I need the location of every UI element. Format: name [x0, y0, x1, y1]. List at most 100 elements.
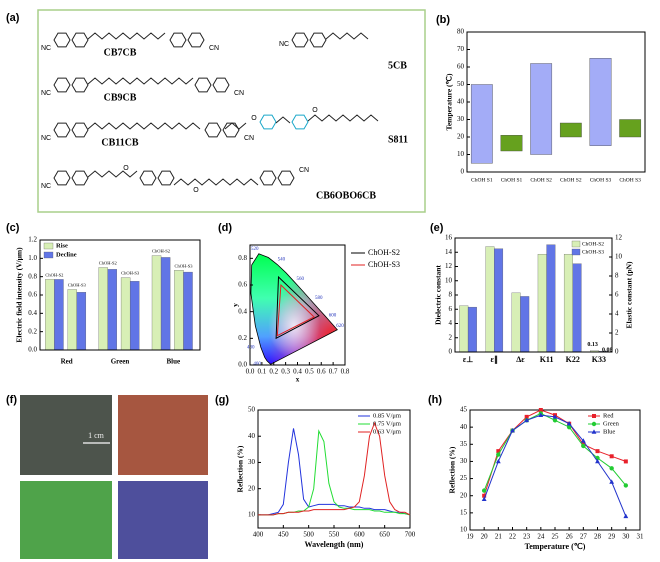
- value-label: 0.13: [587, 342, 598, 348]
- atom-label: O: [251, 115, 257, 122]
- x-tick-label: K33: [592, 355, 606, 364]
- y-tick-label: 35: [460, 440, 468, 448]
- y-tick-label: 0.6: [238, 281, 247, 289]
- gamut-triangle: [275, 275, 320, 340]
- y-tick-label: 20: [457, 133, 465, 141]
- chain: [173, 178, 259, 186]
- wavelength-label: 480: [247, 345, 255, 350]
- ring: [71, 170, 89, 186]
- atom-label: O: [193, 187, 199, 194]
- series-line: [258, 428, 411, 516]
- x-tick-label: Green: [111, 358, 130, 366]
- y2-tick-label: 4: [615, 310, 619, 318]
- y-tick-label: 15: [460, 508, 468, 516]
- x-tick-label: 31: [637, 533, 645, 541]
- bar: [129, 281, 140, 351]
- x-tick-label: 0.1: [258, 368, 267, 376]
- marker: [609, 454, 614, 459]
- ring: [53, 32, 71, 48]
- legend-label: ChOH-S2: [368, 248, 400, 257]
- x-tick-label: 400: [253, 531, 264, 539]
- x-tick-label: 600: [354, 531, 365, 539]
- marker: [510, 427, 515, 433]
- y2-tick-label: 8: [615, 272, 619, 280]
- legend-label: 0.85 V/μm: [373, 412, 401, 419]
- marker: [580, 438, 586, 443]
- ring: [212, 77, 230, 93]
- x-tick-label: Δε: [516, 355, 525, 364]
- photo: [118, 481, 208, 559]
- marker: [609, 466, 614, 471]
- ring: [53, 170, 71, 186]
- x-tick-label: ε⊥: [463, 355, 473, 364]
- atom-label: NC: [279, 41, 289, 48]
- y-tick-label: 20: [460, 491, 468, 499]
- chain: [87, 170, 138, 178]
- ring: [139, 170, 157, 186]
- marker: [591, 429, 597, 434]
- wavelength-label: 540: [278, 258, 286, 263]
- molecule-name: CB6OBO6CB: [316, 190, 376, 201]
- x-tick-label: 0.5: [305, 368, 314, 376]
- legend-label: Blue: [603, 428, 615, 435]
- legend-label: Green: [603, 420, 620, 427]
- atom-label: NC: [41, 45, 51, 52]
- marker: [481, 496, 487, 501]
- ring: [71, 122, 89, 138]
- x-tick-label: ChOH S3: [619, 177, 641, 183]
- photos: 1 cm: [20, 395, 208, 559]
- ring: [222, 122, 240, 138]
- atom-label: O: [312, 107, 318, 114]
- subgroup-label: ChOH-S3: [121, 271, 140, 276]
- x-tick-label: 0.0: [246, 368, 255, 376]
- marker: [581, 443, 586, 449]
- y-tick-label: 1.0: [28, 254, 37, 262]
- x-tick-label: 450: [278, 531, 289, 539]
- wavelength-label: 580: [315, 296, 323, 301]
- marker: [496, 449, 501, 454]
- legend-label: ChOH-S2: [582, 241, 604, 247]
- atom-label: CN: [244, 135, 254, 142]
- x-tick-label: ChOH S2: [560, 177, 582, 183]
- y-tick-label: 6: [449, 305, 453, 313]
- wavelength-label: 620: [336, 324, 344, 329]
- y-tick-label: 14: [445, 248, 453, 256]
- bar: [54, 279, 64, 351]
- y-tick-label: 80: [457, 28, 465, 36]
- chain: [307, 114, 379, 122]
- panel-a-frame: [37, 9, 426, 213]
- photo: [118, 395, 208, 475]
- range-bar: [619, 119, 642, 138]
- y-tick-label: 0.8: [238, 254, 247, 262]
- y-tick-label: 0.4: [238, 307, 247, 315]
- x-tick-label: 30: [622, 533, 630, 541]
- ring: [277, 170, 295, 186]
- bar: [467, 306, 477, 353]
- ring: [259, 114, 277, 130]
- ring: [204, 122, 222, 138]
- marker: [552, 414, 558, 419]
- molecule-name: CB9CB: [104, 92, 137, 103]
- marker: [591, 421, 597, 427]
- y-tick-label: 16: [445, 234, 453, 242]
- ring: [187, 32, 205, 48]
- y-tick-label: 0.6: [28, 291, 37, 299]
- ring: [157, 170, 175, 186]
- subgroup-label: ChOH-S3: [174, 263, 193, 268]
- bar: [572, 263, 582, 353]
- bar: [563, 253, 573, 353]
- atom-label: NC: [41, 183, 51, 190]
- y-tick-label: 10: [445, 276, 453, 284]
- y-axis-title: Electric field intensity (V/μm): [15, 247, 24, 343]
- y-tick-label: 30: [460, 457, 468, 465]
- bar: [98, 267, 108, 351]
- y-tick-label: 45: [460, 406, 468, 414]
- panel-label: (g): [215, 394, 229, 406]
- ring: [309, 32, 327, 48]
- bar: [183, 271, 193, 351]
- marker: [592, 414, 596, 418]
- atom-label: O: [123, 165, 129, 172]
- y-tick-label: 40: [457, 98, 465, 106]
